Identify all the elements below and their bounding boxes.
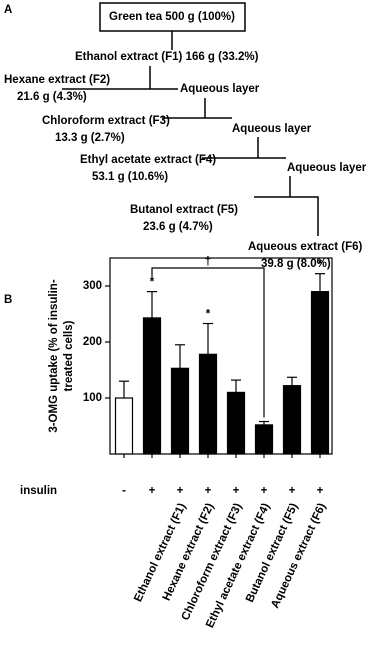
bracket <box>151 267 265 418</box>
node-text: Ethanol extract (F1) 166 g (33.2%) <box>75 51 259 63</box>
insulin-sign: + <box>205 485 212 497</box>
bar <box>114 397 134 455</box>
node-text: 23.6 g (4.7%) <box>143 221 213 233</box>
plot-frame <box>109 257 333 455</box>
y-tick-label: 100 <box>83 392 102 404</box>
bar <box>142 317 162 455</box>
insulin-sign: + <box>233 485 240 497</box>
insulin-sign: - <box>122 485 126 497</box>
significance-star: * <box>150 277 155 289</box>
node-text: Chloroform extract (F3) <box>42 115 170 127</box>
node-text: 53.1 g (10.6%) <box>92 171 168 183</box>
y-axis-label: 3-OMG uptake (% of insulin- <box>48 279 60 433</box>
insulin-sign: + <box>149 485 156 497</box>
edge <box>62 66 178 90</box>
insulin-sign: + <box>177 485 184 497</box>
x-tick-label: Hexane extract (F2) <box>161 501 217 602</box>
edge <box>254 176 319 236</box>
bar <box>254 424 274 455</box>
insulin-sign: + <box>261 485 268 497</box>
edge <box>162 98 232 119</box>
bar <box>282 385 302 455</box>
node-text: Hexane extract (F2) <box>4 74 110 86</box>
x-tick-label: Aqueous extract (F6) <box>269 501 328 610</box>
node-text: 39.8 g (8.0%) <box>261 258 331 270</box>
node-text: Butanol extract (F5) <box>130 204 238 216</box>
node-text: Green tea 500 g (100%) <box>109 11 235 23</box>
insulin-sign: + <box>317 485 324 497</box>
node-text: 13.3 g (2.7%) <box>55 132 125 144</box>
x-tick-label: Butanol extract (F5) <box>244 501 301 604</box>
edge <box>202 137 286 159</box>
significance-star: * <box>318 259 323 271</box>
bar <box>198 353 218 455</box>
bracket-label: † <box>205 256 211 268</box>
panel-label: A <box>4 4 12 16</box>
node-text: Aqueous layer <box>232 123 312 135</box>
panel-label: B <box>4 294 12 306</box>
bar <box>170 367 190 455</box>
insulin-sign: + <box>289 485 296 497</box>
node-text: Aqueous extract (F6) <box>248 241 363 253</box>
node-text: Aqueous layer <box>180 83 260 95</box>
significance-star: * <box>206 309 211 321</box>
y-tick-label: 300 <box>83 280 102 292</box>
bar <box>310 291 330 455</box>
node-text: Ethyl acetate extract (F4) <box>80 154 216 166</box>
tree-lines <box>62 2 319 236</box>
y-axis-label: treated cells) <box>63 320 75 391</box>
insulin-label: insulin <box>20 485 57 497</box>
bar <box>226 391 246 455</box>
y-tick-label: 200 <box>83 336 102 348</box>
node-text: 21.6 g (4.3%) <box>17 91 87 103</box>
x-tick-label: Ethanol extract (F1) <box>132 501 188 604</box>
node-text: Aqueous layer <box>287 162 367 174</box>
